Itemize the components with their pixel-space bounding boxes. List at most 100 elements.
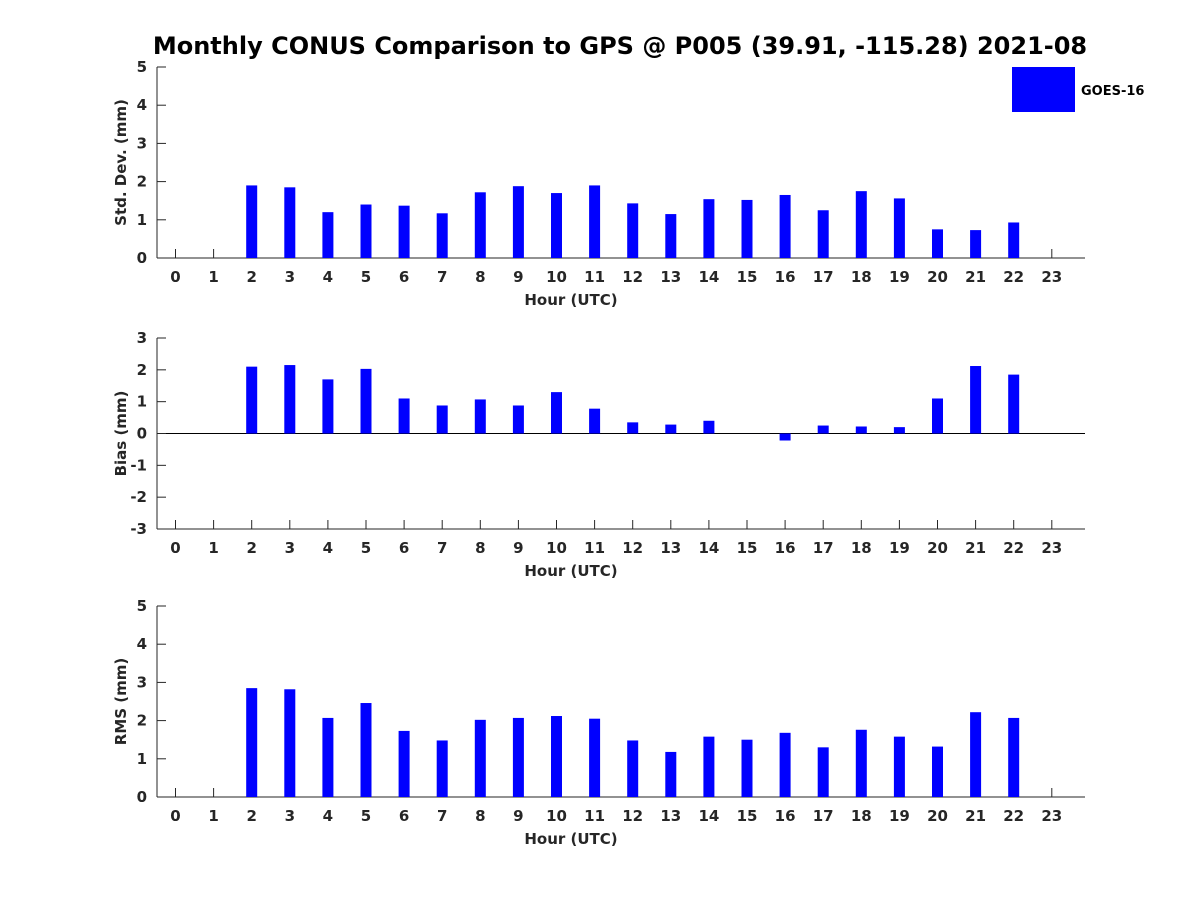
x-tick-label: 12 [622, 807, 643, 825]
bar-hour-21 [970, 712, 982, 797]
bar-hour-7 [436, 213, 448, 258]
bar-hour-7 [436, 740, 448, 797]
y-tick-label: 1 [137, 393, 147, 411]
bar-hour-20 [932, 746, 943, 797]
x-tick-label: 7 [437, 268, 447, 286]
x-tick-label: 3 [285, 268, 295, 286]
x-tick-label: 9 [513, 807, 523, 825]
bar-hour-4 [322, 212, 334, 258]
x-tick-label: 18 [851, 268, 872, 286]
legend-label: GOES-16 [1081, 84, 1144, 99]
x-tick-label: 2 [246, 807, 256, 825]
x-tick-label: 11 [584, 539, 605, 557]
bar-hour-10 [551, 392, 562, 434]
x-tick-label: 6 [399, 268, 409, 286]
bar-hour-12 [627, 422, 639, 434]
bar-hour-10 [551, 193, 562, 258]
x-tick-label: 17 [813, 268, 834, 286]
x-tick-label: 7 [437, 807, 447, 825]
bar-hour-11 [589, 185, 601, 258]
bar-hour-21 [970, 230, 982, 258]
x-tick-label: 12 [622, 268, 643, 286]
x-tick-label: 14 [698, 539, 719, 557]
x-tick-label: 6 [399, 539, 409, 557]
bar-hour-20 [932, 229, 943, 258]
y-tick-label: 4 [137, 96, 147, 114]
bar-hour-8 [474, 192, 486, 258]
x-tick-label: 11 [584, 268, 605, 286]
bar-hour-6 [398, 398, 410, 434]
bar-hour-19 [893, 198, 905, 258]
x-tick-label: 2 [246, 539, 256, 557]
bar-hour-16 [779, 194, 791, 258]
bar-hour-14 [703, 199, 715, 258]
bar-hour-16 [779, 732, 791, 797]
x-axis-label: Hour (UTC) [524, 291, 617, 309]
x-tick-label: 4 [323, 268, 333, 286]
x-tick-label: 3 [285, 807, 295, 825]
bar-hour-14 [703, 420, 715, 434]
x-tick-label: 8 [475, 807, 485, 825]
bar-hour-4 [322, 379, 334, 434]
x-tick-label: 14 [698, 268, 719, 286]
x-tick-label: 17 [813, 539, 834, 557]
y-axis-label: RMS (mm) [112, 658, 130, 745]
y-tick-label: 2 [137, 173, 147, 191]
bar-hour-6 [398, 205, 410, 258]
bar-hour-12 [627, 203, 639, 258]
bar-hour-6 [398, 730, 410, 797]
x-tick-label: 0 [170, 807, 180, 825]
x-tick-label: 16 [775, 807, 796, 825]
y-tick-label: 0 [137, 788, 147, 806]
x-tick-label: 15 [737, 539, 758, 557]
x-tick-label: 4 [323, 807, 333, 825]
bar-hour-7 [436, 405, 448, 434]
x-tick-label: 1 [208, 268, 218, 286]
x-tick-label: 21 [965, 268, 986, 286]
x-tick-label: 8 [475, 268, 485, 286]
bar-hour-4 [322, 717, 334, 797]
bar-hour-13 [665, 214, 677, 258]
x-tick-label: 7 [437, 539, 447, 557]
bar-hour-9 [512, 405, 524, 434]
x-tick-label: 23 [1041, 807, 1062, 825]
bar-hour-17 [817, 425, 829, 434]
x-tick-label: 5 [361, 539, 371, 557]
y-axis-label: Std. Dev. (mm) [112, 99, 130, 226]
x-axis-label: Hour (UTC) [524, 830, 617, 848]
x-tick-label: 20 [927, 539, 948, 557]
x-tick-label: 19 [889, 807, 910, 825]
x-tick-label: 16 [775, 268, 796, 286]
bar-hour-3 [284, 365, 296, 434]
x-tick-label: 23 [1041, 539, 1062, 557]
x-tick-label: 21 [965, 539, 986, 557]
bar-hour-18 [855, 729, 867, 797]
bar-hour-3 [284, 187, 296, 258]
bar-hour-13 [665, 424, 677, 434]
y-tick-label: 4 [137, 635, 147, 653]
x-tick-label: 16 [775, 539, 796, 557]
y-tick-label: -1 [130, 456, 147, 474]
y-tick-label: 0 [137, 425, 147, 443]
bar-hour-13 [665, 751, 677, 797]
x-tick-label: 2 [246, 268, 256, 286]
x-tick-label: 0 [170, 539, 180, 557]
x-tick-label: 15 [737, 268, 758, 286]
bar-hour-5 [360, 703, 372, 797]
y-tick-label: 5 [137, 58, 147, 76]
bar-hour-15 [741, 739, 753, 797]
bar-hour-18 [855, 426, 867, 434]
y-tick-label: -3 [130, 520, 147, 538]
bar-hour-14 [703, 736, 715, 797]
x-tick-label: 9 [513, 268, 523, 286]
y-tick-label: 2 [137, 712, 147, 730]
x-tick-label: 17 [813, 807, 834, 825]
x-tick-label: 14 [698, 807, 719, 825]
bar-hour-2 [246, 366, 258, 434]
x-tick-label: 19 [889, 539, 910, 557]
bar-hour-11 [589, 718, 601, 797]
bar-hour-20 [932, 398, 943, 434]
y-tick-label: 3 [137, 134, 147, 152]
x-tick-label: 5 [361, 268, 371, 286]
y-tick-label: 1 [137, 750, 147, 768]
